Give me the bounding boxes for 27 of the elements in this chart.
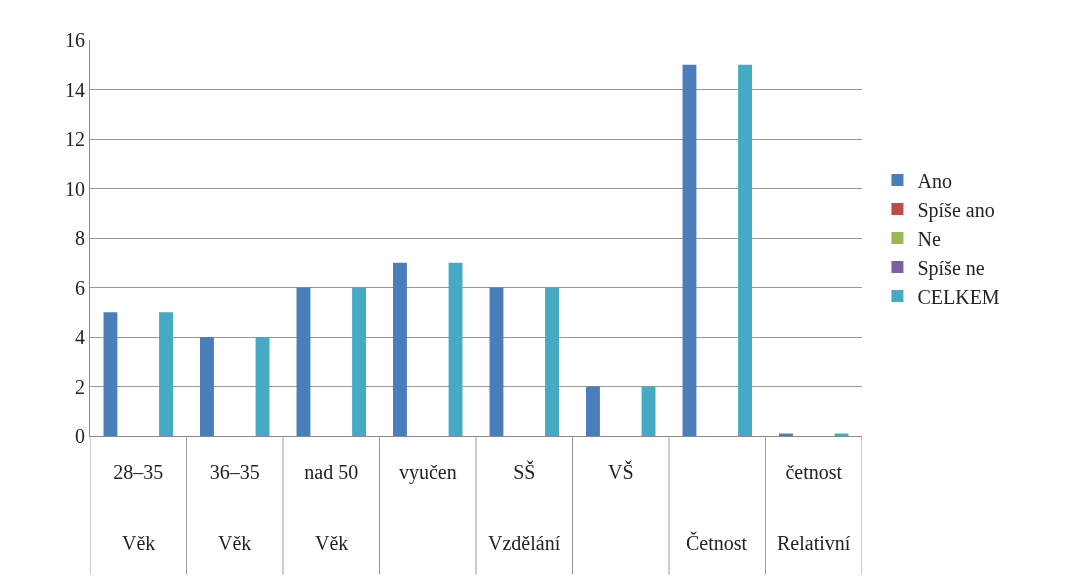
text: Věk [315, 532, 349, 554]
legend-label: Spíše ne [917, 256, 985, 280]
y-tick-label: 6 [75, 276, 85, 299]
y-tick-label: 10 [65, 177, 85, 200]
x-tick-label: nad 50 [304, 461, 359, 483]
text: Vzdělání [488, 532, 561, 554]
text: Četnost [686, 531, 748, 554]
text: Relativní [777, 532, 851, 554]
text: Věk [218, 532, 252, 554]
y-tick-label: 4 [75, 326, 85, 348]
legend-label: Ne [917, 227, 941, 250]
text: Věk [122, 532, 156, 554]
y-tick-label: 0 [75, 425, 85, 447]
x-tick-label: VŠ [607, 460, 634, 483]
y-tick-label: 2 [75, 375, 85, 398]
y-tick-label: 8 [75, 227, 85, 249]
legend-label: Ano [917, 169, 952, 192]
x-tick-label: vyučen [398, 461, 457, 484]
x-tick-label: 28–35 [113, 461, 164, 483]
legend-label: CELKEM [917, 285, 1000, 308]
legend-label: Spíše ano [917, 198, 995, 222]
y-tick-label: 16 [65, 29, 85, 51]
x-tick-label: 36–35 [209, 461, 260, 483]
x-tick-label: četnost [785, 461, 843, 483]
y-tick-label: 14 [65, 78, 85, 101]
x-tick-label: SŠ [513, 460, 536, 483]
y-tick-label: 12 [65, 128, 85, 150]
